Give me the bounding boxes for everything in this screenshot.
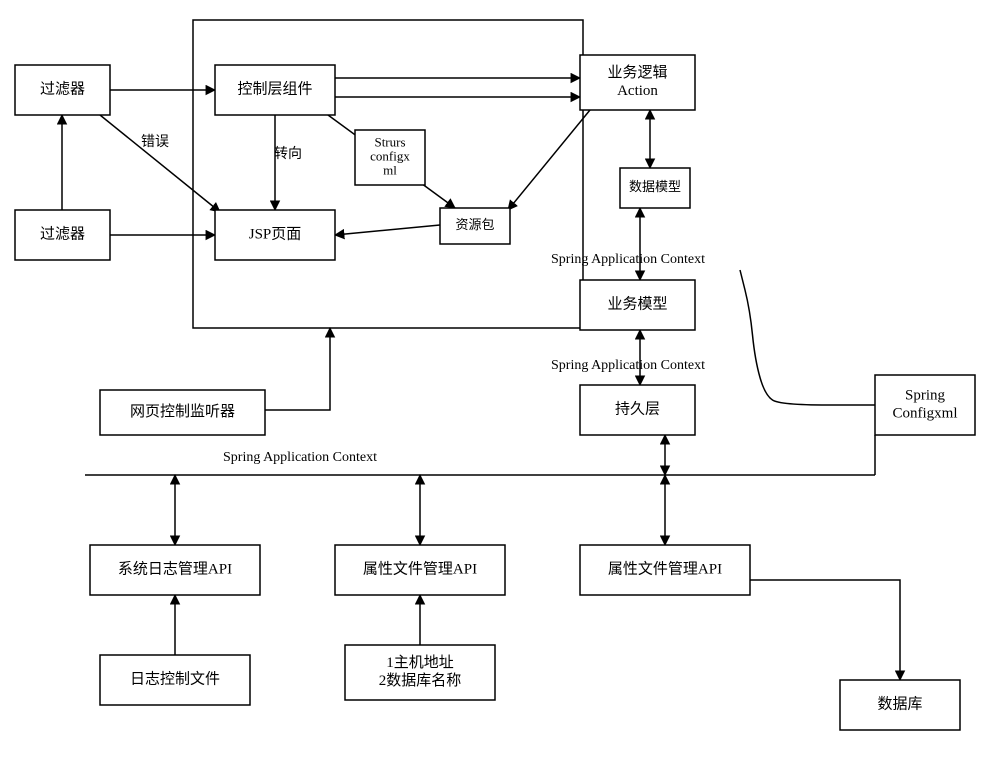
edge-label-sac2: Spring Application Context	[551, 358, 705, 373]
edge-spring-curve	[740, 270, 875, 405]
node-ctrl: 控制层组件	[215, 65, 335, 115]
node-listener: 网页控制监听器	[100, 390, 265, 435]
edge-label-sac3: Spring Application Context	[223, 450, 377, 465]
node-jsp: JSP页面	[215, 210, 335, 260]
node-label: 过滤器	[40, 225, 85, 242]
node-label: 日志控制文件	[130, 670, 220, 687]
node-label: Action	[617, 83, 658, 99]
node-label: 1主机地址	[386, 654, 454, 671]
node-action: 业务逻辑 Action	[580, 55, 695, 110]
node-filter2: 过滤器	[15, 210, 110, 260]
node-label: ml	[383, 162, 397, 177]
edge-f1-jsp	[100, 115, 220, 212]
node-label: 属性文件管理API	[608, 560, 722, 577]
node-label: JSP页面	[249, 226, 302, 242]
node-label: configx	[370, 148, 410, 163]
node-label: 控制层组件	[237, 80, 312, 97]
edge-label-sac1: Spring Application Context	[551, 252, 705, 267]
edge-label-redirect: 转向	[274, 146, 302, 162]
node-bizmodel: 业务模型	[580, 280, 695, 330]
edge-label-error: 错误	[141, 134, 169, 150]
node-dm: 数据模型	[620, 168, 690, 208]
edge-prop2-db	[750, 580, 900, 680]
node-filter1: 过滤器	[15, 65, 110, 115]
node-propapi1: 属性文件管理API	[335, 545, 505, 595]
node-label: 持久层	[615, 400, 660, 417]
node-label: 过滤器	[40, 80, 85, 97]
edge-listener-c	[265, 328, 330, 410]
edge-act-res	[508, 110, 590, 210]
node-label: 属性文件管理API	[363, 560, 477, 577]
node-syslog: 系统日志管理API	[90, 545, 260, 595]
node-label: Spring	[905, 387, 946, 403]
node-label: 资源包	[455, 217, 494, 232]
node-propapi2: 属性文件管理API	[580, 545, 750, 595]
node-label: 数据库	[877, 695, 922, 712]
node-label: Configxml	[892, 405, 957, 421]
node-database: 数据库	[840, 680, 960, 730]
node-label: 网页控制监听器	[130, 403, 235, 420]
node-logfile: 日志控制文件	[100, 655, 250, 705]
architecture-diagram: 过滤器过滤器控制层组件StrursconfigxmlJSP页面资源包业务逻辑Ac…	[0, 0, 1000, 776]
node-label: Strurs	[374, 134, 405, 149]
node-springcfg: Spring Configxml	[875, 375, 975, 435]
node-label: 业务逻辑	[607, 64, 667, 81]
node-label: 系统日志管理API	[118, 560, 232, 577]
node-hostdb: 1主机地址2数据库名称	[345, 645, 495, 700]
nodes: 过滤器过滤器控制层组件StrursconfigxmlJSP页面资源包业务逻辑Ac…	[15, 55, 975, 730]
node-label: 数据模型	[629, 179, 681, 194]
node-resource: 资源包	[440, 208, 510, 244]
node-label: 2数据库名称	[379, 672, 462, 689]
node-persist: 持久层	[580, 385, 695, 435]
node-struts: Strursconfigxml	[355, 130, 425, 185]
edge-res-jsp	[335, 225, 440, 235]
node-label: 业务模型	[607, 295, 667, 312]
